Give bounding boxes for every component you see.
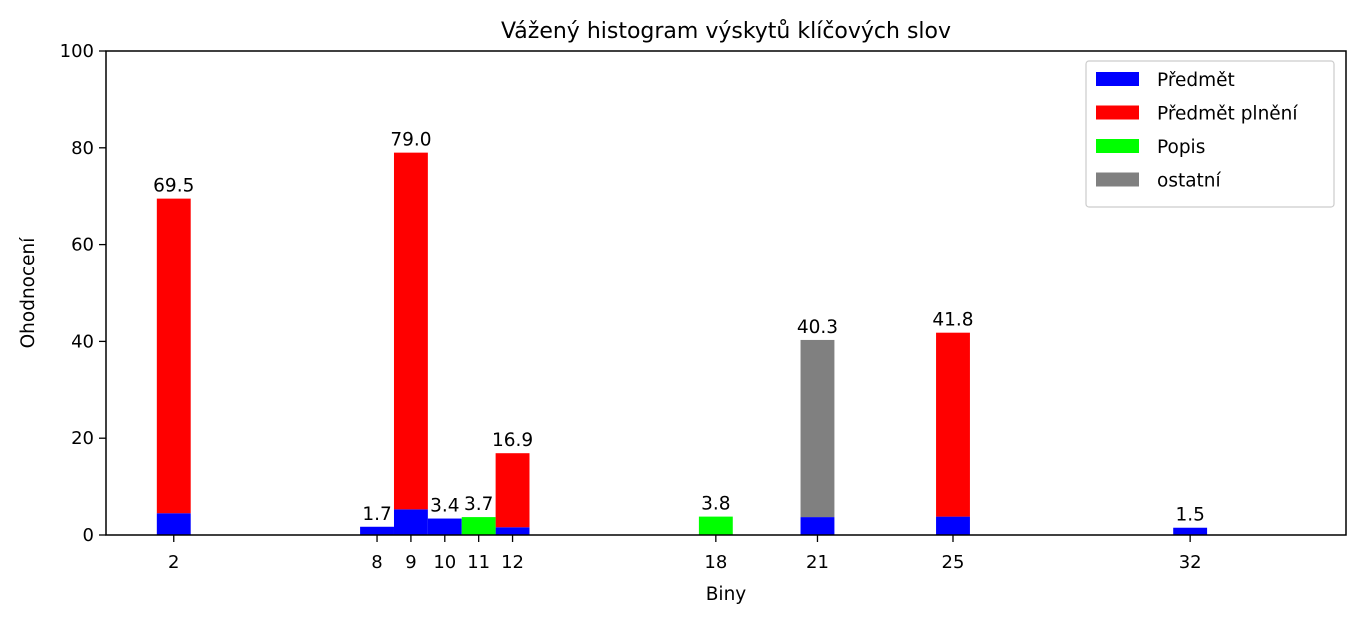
x-tick-label: 2 — [168, 552, 179, 573]
legend-swatch — [1096, 72, 1139, 86]
bar-total-label: 16.9 — [492, 430, 533, 451]
legend-box — [1085, 60, 1335, 208]
x-axis-label: Biny — [706, 584, 747, 605]
legend-entry-label: ostatní — [1157, 171, 1222, 192]
y-tick-label: 100 — [60, 41, 94, 62]
legend-swatch — [1096, 105, 1139, 120]
bar-total-label: 1.5 — [1175, 505, 1204, 526]
y-tick-label: 40 — [71, 331, 94, 352]
bar-předmět-plnění-bin-25 — [936, 332, 970, 517]
x-tick-label: 10 — [433, 552, 456, 573]
bar-total-label: 79.0 — [390, 130, 431, 151]
bar-total-label: 1.7 — [362, 504, 391, 525]
legend-swatch — [1096, 139, 1139, 153]
legend: Předmět Předmět plnění Popis ostatní — [1085, 60, 1335, 208]
bar-předmět-bin-2 — [156, 513, 191, 535]
bar-předmět-bin-10 — [427, 518, 462, 535]
x-tick-label: 18 — [704, 552, 727, 573]
y-tick-label: 60 — [71, 235, 94, 256]
bar-total-label: 3.7 — [464, 494, 493, 515]
y-tick-label: 0 — [83, 525, 94, 546]
bar-popis-bin-18 — [698, 516, 733, 535]
bar-předmět-bin-12 — [495, 527, 530, 535]
y-axis-label: Ohodnocení — [18, 237, 39, 349]
bar-předmět-bin-25 — [936, 516, 970, 535]
chart-title: Vážený histogram výskytů klíčových slov — [501, 19, 951, 44]
bar-popis-bin-11 — [461, 517, 496, 535]
bar-total-label: 69.5 — [153, 176, 194, 197]
x-tick-label: 11 — [467, 552, 490, 573]
bars-layer — [156, 152, 1208, 535]
x-tick-label: 8 — [371, 552, 382, 573]
legend-swatch — [1096, 172, 1139, 187]
bar-předmět-bin-9 — [393, 509, 428, 535]
bar-total-label: 41.8 — [932, 310, 973, 331]
bar-ostatní-bin-21 — [800, 339, 835, 518]
plot-frame — [105, 50, 1347, 536]
bar-total-label: 3.8 — [701, 494, 730, 515]
y-tick-label: 80 — [71, 138, 94, 159]
bar-předmět-plnění-bin-2 — [156, 198, 191, 514]
bar-předmět-bin-21 — [800, 517, 835, 535]
y-axis: 0 20 40 60 80 100 — [60, 41, 106, 546]
bar-předmět-bin-8 — [360, 526, 394, 535]
x-tick-label: 32 — [1179, 552, 1202, 573]
bar-total-label: 3.4 — [430, 496, 459, 517]
legend-entry-label: Popis — [1157, 137, 1205, 158]
x-tick-label: 21 — [806, 552, 829, 573]
x-tick-label: 25 — [942, 552, 965, 573]
bar-předmět-bin-32 — [1173, 527, 1208, 535]
legend-entry-label: Předmět — [1157, 70, 1235, 91]
bar-total-labels: 69.5 1.7 79.0 3.4 3.7 16.9 3.8 40.3 41.8 1.5 — [153, 130, 1205, 526]
legend-entry-label: Předmět plnění — [1157, 104, 1298, 125]
bar-předmět-plnění-bin-9 — [393, 152, 428, 510]
x-axis: 2 8 9 10 11 12 18 21 25 32 — [168, 535, 1202, 573]
bar-total-label: 40.3 — [797, 317, 838, 338]
y-tick-label: 20 — [71, 428, 94, 449]
x-tick-label: 12 — [501, 552, 524, 573]
bar-předmět-plnění-bin-12 — [495, 453, 530, 528]
x-tick-label: 9 — [405, 552, 416, 573]
